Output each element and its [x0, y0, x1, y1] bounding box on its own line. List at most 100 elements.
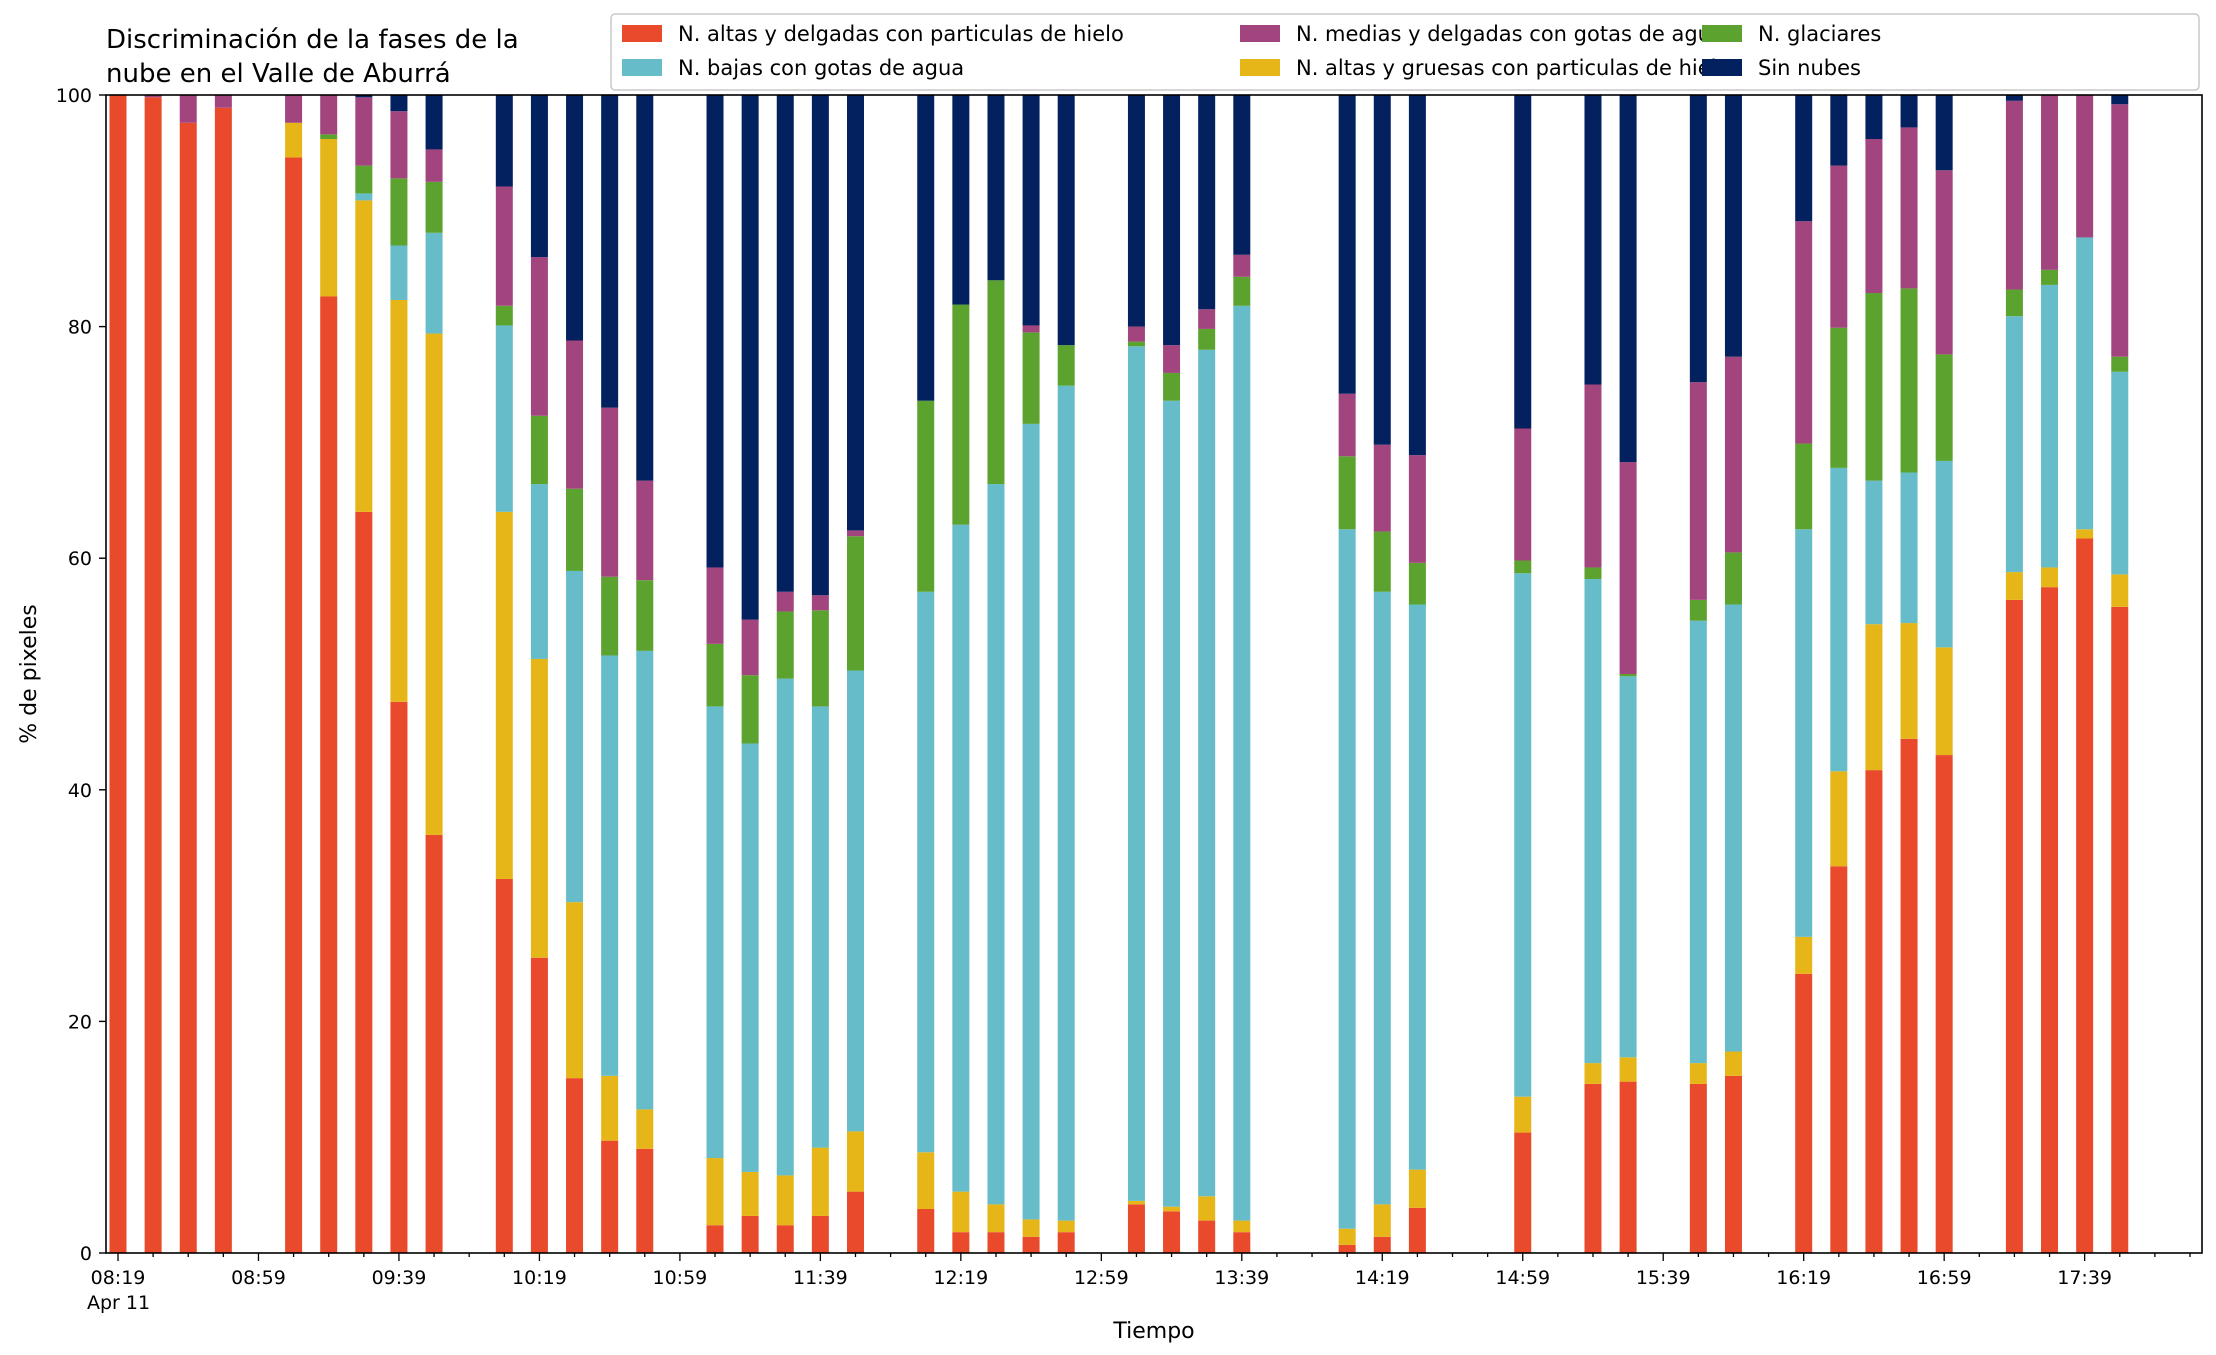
bar-segment-31-2	[1514, 573, 1532, 1097]
bar-segment-22-2	[1022, 423, 1040, 1220]
bar-segment-23-5	[1057, 95, 1075, 346]
bar-segment-31-5	[1514, 95, 1532, 429]
x-tick-label: 08:59	[231, 1267, 286, 1289]
bar-segment-1-4	[144, 95, 162, 98]
legend-swatch-3	[1702, 25, 1742, 42]
bar-segment-28-0	[1338, 1244, 1356, 1253]
bar-segment-9-4	[495, 186, 513, 306]
chart-title-line-1: Discriminación de la fases de la	[106, 25, 519, 55]
bar-segment-43-4	[2076, 95, 2094, 238]
bar-segment-5-1	[320, 139, 338, 297]
bar-segment-32-1	[1584, 1063, 1602, 1084]
bar-segment-4-1	[285, 122, 303, 158]
bar-segment-17-2	[811, 706, 829, 1148]
bar-segment-17-4	[811, 595, 829, 611]
x-tick-label: 16:59	[1917, 1267, 1972, 1289]
bar-segment-12-3	[601, 576, 619, 656]
bar-segment-8-0	[425, 834, 443, 1253]
x-tick-label: 09:39	[372, 1267, 427, 1289]
bar-segment-3-4	[214, 95, 232, 108]
x-tick-label: 14:19	[1355, 1267, 1410, 1289]
bar-segment-15-2	[741, 743, 759, 1172]
bar-segment-11-0	[566, 1078, 584, 1253]
bar-segment-33-4	[1619, 462, 1637, 674]
bar-segment-8-5	[425, 95, 443, 150]
bar-segment-17-3	[811, 610, 829, 707]
bar-segment-32-5	[1584, 95, 1602, 385]
bar-segment-22-3	[1022, 332, 1040, 424]
bar-segment-37-0	[1830, 866, 1848, 1253]
bar-segment-29-5	[1373, 95, 1391, 445]
bar-segment-13-5	[636, 95, 654, 481]
bar-segment-13-4	[636, 480, 654, 581]
bar-segment-30-4	[1408, 455, 1426, 563]
bar-segment-9-3	[495, 305, 513, 326]
bar-segment-12-1	[601, 1075, 619, 1141]
bar-segment-29-2	[1373, 591, 1391, 1205]
bar-segment-7-2	[390, 245, 408, 300]
bar-segment-36-2	[1795, 529, 1813, 937]
bar-segment-10-0	[530, 957, 548, 1253]
bar-segment-37-1	[1830, 771, 1848, 867]
bar-segment-21-0	[987, 1232, 1005, 1253]
bar-segment-12-5	[601, 95, 619, 408]
bars-layer	[109, 95, 2129, 1254]
bar-segment-3-0	[214, 107, 232, 1254]
bar-segment-26-4	[1198, 309, 1216, 329]
legend-swatch-5	[1702, 59, 1742, 76]
bar-segment-26-5	[1198, 95, 1216, 310]
bar-segment-9-5	[495, 95, 513, 187]
bar-segment-16-2	[776, 678, 794, 1176]
bar-segment-21-5	[987, 95, 1005, 281]
bar-segment-42-4	[2041, 95, 2059, 270]
legend-label-3: N. glaciares	[1758, 22, 1881, 46]
bar-segment-14-3	[706, 643, 724, 707]
y-tick-label: 40	[68, 780, 92, 802]
bar-segment-35-2	[1724, 604, 1742, 1052]
bar-segment-22-4	[1022, 325, 1040, 333]
bar-segment-31-3	[1514, 560, 1532, 574]
bar-segment-8-2	[425, 232, 443, 334]
legend-label-0: N. altas y delgadas con particulas de hi…	[678, 22, 1124, 46]
bar-segment-4-4	[285, 95, 303, 123]
bar-segment-22-0	[1022, 1236, 1040, 1253]
bar-segment-38-3	[1865, 293, 1883, 481]
bar-segment-36-3	[1795, 443, 1813, 530]
y-axis-label: % de pixeles	[17, 604, 42, 743]
bar-segment-34-4	[1689, 382, 1707, 600]
bar-segment-10-1	[530, 658, 548, 958]
bar-segment-18-4	[846, 530, 864, 537]
bar-segment-44-3	[2111, 356, 2129, 372]
bar-segment-5-0	[320, 296, 338, 1253]
bar-segment-37-5	[1830, 95, 1848, 166]
bar-segment-10-2	[530, 484, 548, 659]
x-tick-label: 16:19	[1776, 1267, 1831, 1289]
bar-segment-31-0	[1514, 1132, 1532, 1253]
bar-segment-23-2	[1057, 385, 1075, 1221]
bar-segment-39-2	[1900, 472, 1918, 624]
bar-segment-18-5	[846, 95, 864, 531]
x-axis-label: Tiempo	[1112, 1319, 1194, 1344]
bar-segment-28-3	[1338, 456, 1356, 530]
bar-segment-10-3	[530, 415, 548, 485]
bar-segment-26-2	[1198, 349, 1216, 1197]
bar-segment-25-3	[1163, 372, 1181, 401]
bar-segment-39-1	[1900, 623, 1918, 739]
bar-segment-34-3	[1689, 599, 1707, 621]
bar-segment-41-4	[2005, 100, 2023, 290]
bar-segment-16-4	[776, 591, 794, 612]
y-tick-label: 0	[80, 1243, 92, 1265]
bar-segment-29-0	[1373, 1236, 1391, 1253]
legend-frame	[610, 13, 2200, 91]
bar-segment-14-4	[706, 567, 724, 644]
bar-segment-18-1	[846, 1131, 864, 1192]
legend-swatch-1	[1240, 59, 1280, 76]
bar-segment-31-4	[1514, 428, 1532, 561]
bar-segment-13-3	[636, 580, 654, 651]
bar-segment-25-5	[1163, 95, 1181, 346]
bar-segment-16-3	[776, 611, 794, 679]
bar-segment-21-2	[987, 484, 1005, 1205]
bar-segment-6-1	[355, 200, 373, 512]
bar-segment-23-0	[1057, 1232, 1075, 1253]
